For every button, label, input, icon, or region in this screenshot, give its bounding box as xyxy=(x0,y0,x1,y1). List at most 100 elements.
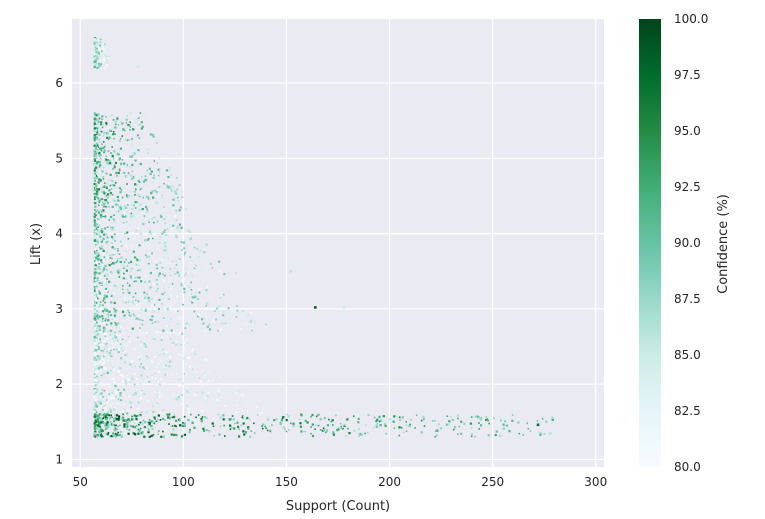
data-point xyxy=(136,135,139,138)
data-point xyxy=(95,411,98,414)
data-point xyxy=(138,398,142,401)
data-point xyxy=(279,423,282,426)
data-point xyxy=(93,405,96,408)
data-point xyxy=(123,343,126,347)
data-point xyxy=(118,157,122,160)
data-point xyxy=(137,269,139,272)
data-point xyxy=(286,413,288,416)
data-point xyxy=(199,252,201,255)
data-point xyxy=(109,135,112,138)
data-point xyxy=(157,414,160,417)
data-point xyxy=(110,355,113,358)
data-point xyxy=(98,290,101,293)
data-point xyxy=(170,174,173,177)
data-point xyxy=(95,196,98,199)
data-point xyxy=(172,198,176,201)
data-point xyxy=(155,263,158,266)
data-point xyxy=(97,172,100,176)
data-point xyxy=(102,177,105,180)
data-point xyxy=(101,284,103,287)
data-point xyxy=(131,142,134,146)
data-point xyxy=(187,229,190,232)
data-point xyxy=(132,154,134,157)
data-point xyxy=(102,361,104,364)
data-point xyxy=(113,291,115,294)
data-point xyxy=(160,215,163,218)
data-point xyxy=(150,170,153,173)
data-point xyxy=(158,171,161,174)
data-point xyxy=(160,435,163,438)
data-point xyxy=(179,316,182,319)
data-point xyxy=(195,264,197,267)
data-point xyxy=(93,241,97,245)
colorbar-label: Confidence (%) xyxy=(716,194,731,294)
data-point xyxy=(241,415,244,417)
data-point xyxy=(98,425,101,429)
data-point xyxy=(451,418,454,422)
data-point xyxy=(103,367,106,370)
data-point xyxy=(173,398,177,401)
data-point xyxy=(97,218,99,221)
data-point xyxy=(256,328,258,331)
data-point xyxy=(109,256,112,259)
data-point xyxy=(110,301,113,304)
data-point xyxy=(112,368,115,371)
data-point xyxy=(183,278,186,281)
data-point xyxy=(373,416,376,419)
data-point xyxy=(118,169,121,172)
data-point xyxy=(227,307,230,310)
data-point xyxy=(132,176,135,179)
data-point xyxy=(97,297,99,300)
data-point xyxy=(127,315,129,318)
data-point xyxy=(121,135,124,137)
data-point xyxy=(139,421,142,424)
data-point xyxy=(106,251,108,253)
data-point xyxy=(193,310,196,313)
data-point xyxy=(135,188,137,191)
data-point xyxy=(128,223,131,226)
data-point xyxy=(93,269,96,272)
data-point xyxy=(151,308,154,311)
data-point xyxy=(96,144,99,147)
data-point xyxy=(114,390,117,393)
data-point xyxy=(98,267,101,269)
data-point xyxy=(203,371,206,374)
data-point xyxy=(121,310,125,313)
data-point xyxy=(106,256,109,259)
data-point xyxy=(119,339,122,342)
data-point xyxy=(101,201,104,204)
data-point xyxy=(112,315,114,317)
data-point xyxy=(94,292,96,295)
data-point xyxy=(179,230,181,233)
data-point xyxy=(298,418,301,421)
data-point xyxy=(222,293,225,296)
data-point xyxy=(115,211,117,214)
data-point xyxy=(538,431,541,435)
data-point xyxy=(93,57,96,60)
data-point xyxy=(173,311,176,315)
data-point xyxy=(119,136,122,139)
data-point xyxy=(117,171,120,175)
data-point xyxy=(108,375,110,378)
data-point xyxy=(103,412,106,415)
data-point xyxy=(168,298,170,300)
data-point xyxy=(106,342,108,345)
data-point xyxy=(96,56,99,60)
data-point xyxy=(104,244,107,247)
data-point xyxy=(119,394,122,397)
data-point xyxy=(94,173,96,175)
data-point xyxy=(93,125,96,127)
data-point xyxy=(126,378,130,381)
data-point xyxy=(445,423,449,426)
data-point xyxy=(101,389,103,391)
data-point xyxy=(105,418,108,421)
data-point xyxy=(157,433,159,435)
data-point xyxy=(97,400,100,403)
data-point xyxy=(106,182,109,185)
data-point xyxy=(269,431,272,434)
data-point xyxy=(170,355,172,357)
data-point xyxy=(113,284,116,287)
data-point xyxy=(127,172,130,174)
data-point xyxy=(117,434,120,437)
data-point xyxy=(106,201,109,204)
